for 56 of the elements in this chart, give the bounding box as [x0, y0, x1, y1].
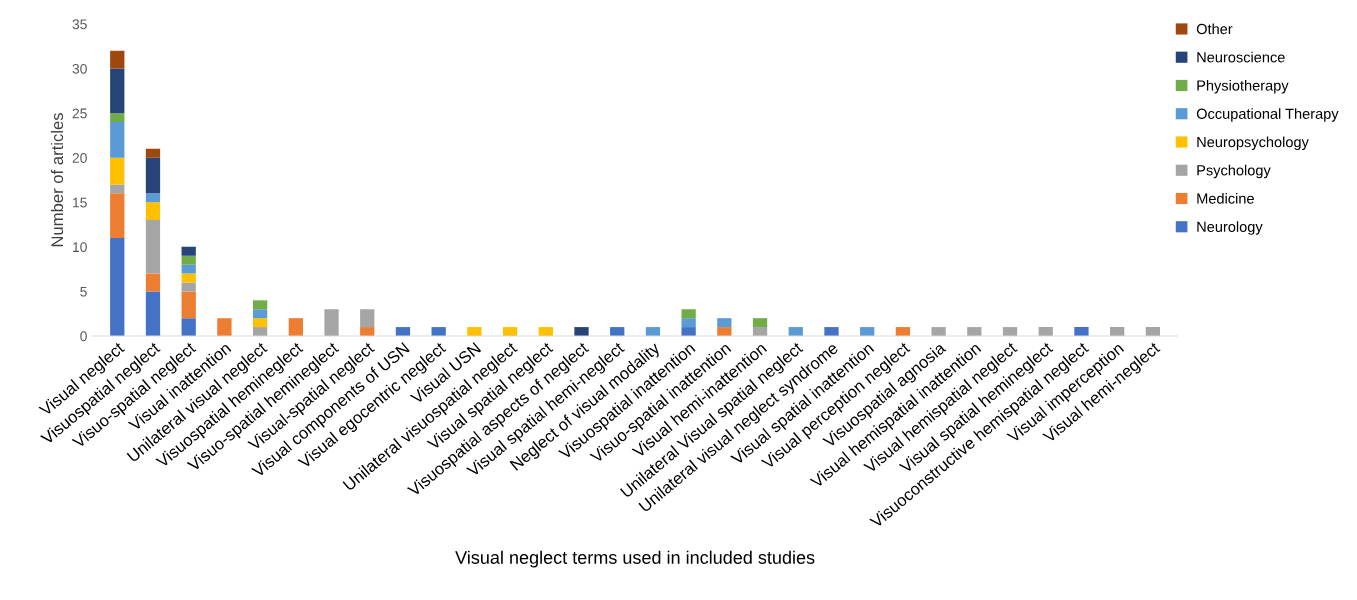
legend-label: Neurology [1197, 221, 1263, 235]
bar [324, 309, 339, 336]
y-axis-title: Number of articles [50, 112, 64, 247]
bar [181, 318, 196, 336]
y-tick-label: 10 [73, 242, 87, 253]
y-tick-label: 30 [72, 63, 87, 74]
bar [110, 184, 125, 194]
bar [145, 273, 161, 292]
bar [181, 291, 196, 319]
bar [752, 318, 768, 328]
bar [110, 157, 125, 185]
y-tick-label: 25 [72, 108, 87, 119]
bar [681, 309, 696, 319]
legend-label: Neuropsychology [1197, 136, 1309, 151]
bar [252, 309, 268, 319]
bar [360, 309, 375, 328]
bar [1074, 327, 1089, 336]
bar [824, 327, 839, 336]
bar [574, 327, 589, 336]
bar [181, 264, 196, 274]
bar [467, 327, 482, 336]
y-tick-label: 15 [73, 197, 87, 208]
bar [717, 318, 732, 328]
bar [931, 327, 946, 336]
bar [288, 318, 303, 336]
bar [217, 318, 232, 336]
legend-label: Physiotherapy [1197, 79, 1289, 94]
legend-label: Psychology [1197, 164, 1271, 179]
bar [181, 273, 196, 283]
y-tick-label: 35 [72, 19, 87, 30]
bar [145, 202, 161, 221]
bar [145, 291, 161, 336]
bar [681, 327, 696, 336]
bar [145, 193, 161, 203]
legend-label: Other [1196, 23, 1233, 35]
bar [145, 220, 161, 274]
bar [252, 300, 268, 310]
bar [110, 113, 125, 123]
bar [110, 68, 125, 114]
legend-label: Occupational Therapy [1196, 108, 1339, 122]
x-axis-title: Visual neglect terms used in included studies [455, 550, 815, 568]
bar [145, 157, 161, 194]
bar [181, 246, 196, 256]
y-tick-label: 5 [80, 286, 87, 297]
bar [145, 148, 161, 158]
bar [110, 50, 125, 69]
y-tick-label: 20 [72, 153, 87, 163]
bar [681, 318, 696, 328]
bar [252, 318, 268, 328]
legend-label: Neuroscience [1197, 51, 1285, 63]
bar [110, 193, 125, 238]
bar [110, 237, 125, 336]
bar [110, 122, 125, 158]
y-tick-label: 0 [80, 331, 87, 342]
bar [181, 255, 196, 265]
legend-label: Medicine [1197, 193, 1254, 204]
